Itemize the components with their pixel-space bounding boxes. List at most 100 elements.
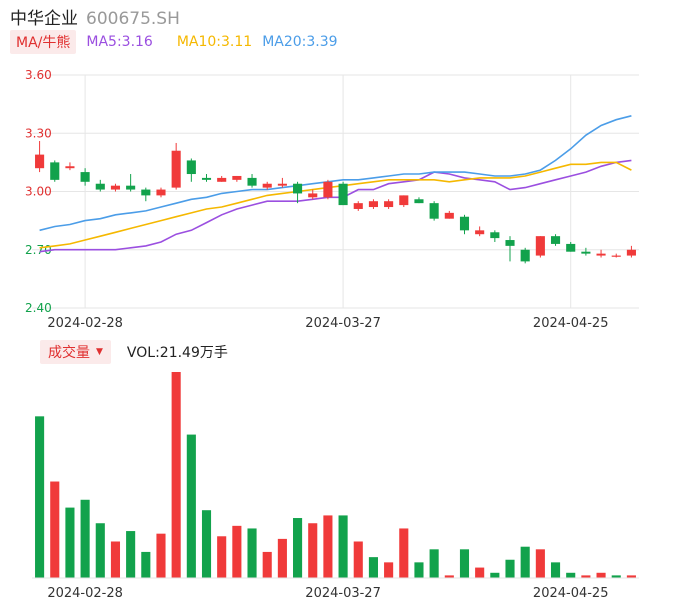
candle-body — [323, 181, 333, 198]
ma10-line — [39, 161, 632, 249]
caret-down-icon: ▼ — [96, 347, 103, 357]
volume-bar — [581, 575, 591, 578]
candle-body — [110, 185, 121, 190]
y-tick-label: 3.60 — [25, 68, 52, 82]
x-tick-label: 2024-04-25 — [533, 316, 609, 331]
candle-body — [611, 255, 621, 257]
volume-bar — [338, 515, 348, 578]
volume-bar — [520, 546, 530, 578]
y-tick-label: 2.70 — [25, 243, 52, 257]
y-tick-label: 3.00 — [25, 185, 52, 199]
volume-bar — [277, 538, 287, 578]
volume-bar — [459, 549, 470, 578]
volume-bar — [156, 533, 166, 578]
volume-selector-label: 成交量 — [48, 345, 90, 361]
volume-bar — [399, 528, 409, 578]
volume-bar — [141, 551, 151, 578]
ma-legend: MA/牛熊 MA5:3.16 MA10:3.11 MA20:3.39 — [10, 30, 338, 54]
candle-body — [35, 154, 45, 169]
candle-body — [490, 232, 500, 239]
candle-body — [581, 251, 591, 254]
volume-bar — [323, 515, 333, 578]
candle-body — [95, 183, 105, 190]
volume-bar — [505, 559, 515, 578]
candle-body — [80, 172, 90, 182]
candle-body — [217, 177, 227, 182]
volume-bar — [201, 510, 212, 578]
volume-bar — [368, 557, 378, 578]
ma-selector-button[interactable]: MA/牛熊 — [10, 30, 77, 54]
volume-bar — [65, 507, 75, 578]
candle-body — [444, 212, 454, 219]
volume-bar — [611, 575, 621, 578]
volume-bar — [50, 481, 60, 578]
volume-bar — [293, 518, 303, 578]
candle-body — [232, 175, 242, 180]
volume-bar — [626, 575, 636, 578]
y-tick-label: 3.30 — [25, 126, 52, 140]
candle-body — [141, 189, 151, 196]
candle-body — [262, 183, 272, 188]
volume-bar — [596, 572, 606, 578]
candle-body — [566, 243, 576, 252]
candle-body — [459, 216, 470, 231]
volume-bar — [247, 528, 257, 578]
candle-body — [277, 183, 287, 186]
candle-body — [429, 203, 439, 219]
candle-body — [399, 195, 409, 206]
stock-name: 中华企业 — [10, 9, 78, 29]
candle-body — [535, 236, 545, 256]
candle-body — [201, 177, 212, 180]
ma5-line — [39, 159, 632, 253]
candle-body — [353, 203, 363, 209]
candle-body — [308, 193, 318, 198]
candle-body — [126, 185, 136, 190]
volume-bar — [475, 567, 485, 578]
volume-selector-button[interactable]: 成交量 ▼ — [40, 340, 111, 364]
stock-header: 中华企业 600675.SH — [10, 4, 180, 29]
candle-body — [171, 150, 181, 188]
volume-bar — [126, 531, 136, 578]
volume-x-tick-label: 2024-02-28 — [47, 586, 123, 601]
volume-bar — [535, 549, 545, 578]
candle-body — [186, 160, 196, 175]
y-tick-label: 2.40 — [25, 301, 52, 315]
x-tick-label: 2024-03-27 — [305, 316, 381, 331]
volume-legend: 成交量 ▼ VOL:21.49万手 — [40, 340, 228, 364]
x-tick-label: 2024-02-28 — [47, 316, 123, 331]
ma10-label: MA10:3.11 — [176, 34, 253, 50]
volume-x-tick-label: 2024-03-27 — [305, 586, 381, 601]
volume-bar — [429, 549, 439, 578]
candle-body — [384, 201, 394, 208]
candle-body — [368, 201, 378, 208]
volume-bar — [232, 525, 242, 578]
ma5-label: MA5:3.16 — [86, 34, 153, 50]
candle-body — [156, 189, 166, 196]
candle-body — [475, 230, 485, 235]
candle-body — [414, 199, 424, 204]
ma20-line — [39, 115, 632, 232]
candle-body — [550, 236, 561, 244]
candle-body — [50, 162, 60, 180]
candle-body — [338, 183, 348, 206]
volume-bar — [566, 572, 576, 578]
candle-body — [596, 253, 606, 256]
ma20-label: MA20:3.39 — [262, 34, 338, 50]
candle-body — [626, 249, 636, 256]
volume-bar — [80, 499, 90, 578]
volume-bar — [308, 523, 318, 578]
volume-bar — [444, 575, 454, 578]
volume-bar — [95, 523, 105, 578]
candle-body — [293, 183, 303, 194]
volume-bar — [35, 416, 45, 578]
volume-value: VOL:21.49万手 — [126, 345, 228, 361]
volume-bar — [171, 372, 181, 578]
volume-bar — [217, 536, 227, 578]
candle-body — [520, 249, 530, 262]
volume-bar — [110, 541, 121, 578]
volume-bar — [186, 434, 196, 578]
candle-body — [65, 166, 75, 169]
volume-bar — [414, 562, 424, 578]
volume-x-tick-label: 2024-04-25 — [533, 586, 609, 601]
